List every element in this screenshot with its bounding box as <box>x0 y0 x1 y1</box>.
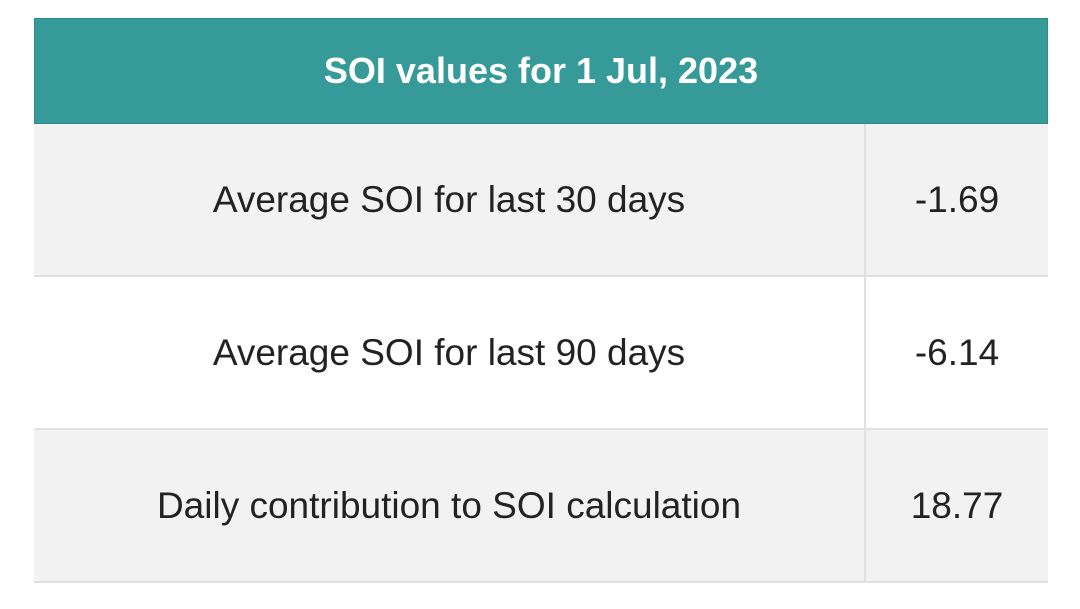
table-title: SOI values for 1 Jul, 2023 <box>34 18 1048 124</box>
soi-table: SOI values for 1 Jul, 2023 Average SOI f… <box>34 18 1048 583</box>
value-cell: 18.77 <box>910 484 1004 526</box>
table-row: Daily contribution to SOI calculation 18.… <box>34 430 1048 583</box>
table-row: Average SOI for last 30 days -1.69 <box>34 124 1048 277</box>
value-cell: -1.69 <box>914 178 1000 220</box>
label-cell: Average SOI for last 90 days <box>34 277 866 428</box>
value-cell: -6.14 <box>914 331 1000 373</box>
table-row: Average SOI for last 90 days -6.14 <box>34 277 1048 430</box>
label-cell: Daily contribution to SOI calculation <box>34 430 866 581</box>
label-cell: Average SOI for last 30 days <box>34 124 866 275</box>
